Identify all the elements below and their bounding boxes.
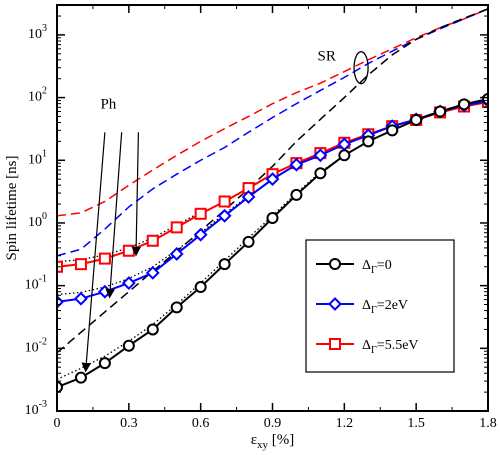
data-point xyxy=(122,244,135,257)
data-point xyxy=(193,227,208,242)
data-point xyxy=(362,135,375,148)
x-tick-label: 0.6 xyxy=(192,416,210,431)
data-point xyxy=(74,258,87,271)
y-tick-label: 10-1 xyxy=(25,274,47,293)
data-point xyxy=(242,235,255,248)
data-point xyxy=(218,258,231,271)
axes: 0 0.3 0.6 0.9 1.2 1.5 1.8 10-3 10-2 10-1 100 101 102… xyxy=(4,4,497,451)
data-point xyxy=(265,172,280,187)
x-tick-label: 1.8 xyxy=(479,416,497,431)
x-tick-label: 1.5 xyxy=(407,416,425,431)
data-point xyxy=(314,167,327,180)
legend: ΔΓ=0 ΔΓ=2eV ΔΓ=5.5eV xyxy=(305,239,455,373)
data-point xyxy=(289,157,304,172)
data-point xyxy=(338,149,351,162)
data-point xyxy=(121,276,136,290)
y-tick-label: 101 xyxy=(28,148,47,167)
x-axis-label: εxy [%] xyxy=(251,432,295,451)
data-point xyxy=(170,301,183,314)
data-point xyxy=(482,92,488,105)
ph-arrow xyxy=(105,132,123,299)
data-point xyxy=(458,98,471,111)
dashed-curve xyxy=(57,8,488,354)
data-point xyxy=(266,211,279,224)
data-point xyxy=(194,207,207,220)
data-point xyxy=(57,381,63,394)
data-point xyxy=(328,297,342,311)
data-point xyxy=(434,105,447,118)
data-point xyxy=(146,323,159,336)
ph-arrow xyxy=(131,132,141,257)
data-point xyxy=(218,195,231,208)
annotation-ph: Ph xyxy=(100,97,116,113)
data-point xyxy=(386,124,399,137)
dashed-curves xyxy=(57,8,488,354)
y-tick-label: 100 xyxy=(28,211,47,230)
data-point xyxy=(329,338,341,350)
data-point xyxy=(410,113,423,126)
data-point xyxy=(122,339,135,352)
y-axis-label: Spin lifetime [ns] xyxy=(4,156,20,261)
data-point xyxy=(98,252,111,265)
y-tick-label: 10-3 xyxy=(25,399,47,418)
data-point xyxy=(329,258,341,270)
x-tick-label: 0.9 xyxy=(264,416,282,431)
data-point xyxy=(194,281,207,294)
data-point xyxy=(170,221,183,234)
data-point xyxy=(74,291,88,306)
ph-arrow xyxy=(81,132,106,373)
legend-label: ΔΓ=2eV xyxy=(362,298,408,316)
data-point xyxy=(169,247,184,261)
annotations: Ph SR xyxy=(81,48,369,373)
data-point xyxy=(74,371,87,384)
legend-label: ΔΓ=5.5eV xyxy=(362,338,419,356)
data-point xyxy=(313,148,328,163)
data-point xyxy=(241,190,256,204)
y-tick-label: 10-2 xyxy=(25,336,47,355)
legend-label: ΔΓ=0 xyxy=(362,258,392,276)
y-tick-label: 102 xyxy=(28,86,47,105)
data-point xyxy=(98,357,111,370)
dashed-curve xyxy=(57,8,488,217)
y-tick-label: 103 xyxy=(28,23,47,42)
data-point xyxy=(145,265,160,280)
x-tick-label: 1.2 xyxy=(336,416,354,431)
data-point xyxy=(290,188,303,201)
data-point xyxy=(146,234,159,247)
sr-ellipse xyxy=(353,51,369,85)
annotation-sr: SR xyxy=(318,48,336,64)
x-tick-label: 0 xyxy=(54,416,61,431)
x-tick-label: 0.3 xyxy=(120,416,138,431)
data-point xyxy=(217,208,232,223)
